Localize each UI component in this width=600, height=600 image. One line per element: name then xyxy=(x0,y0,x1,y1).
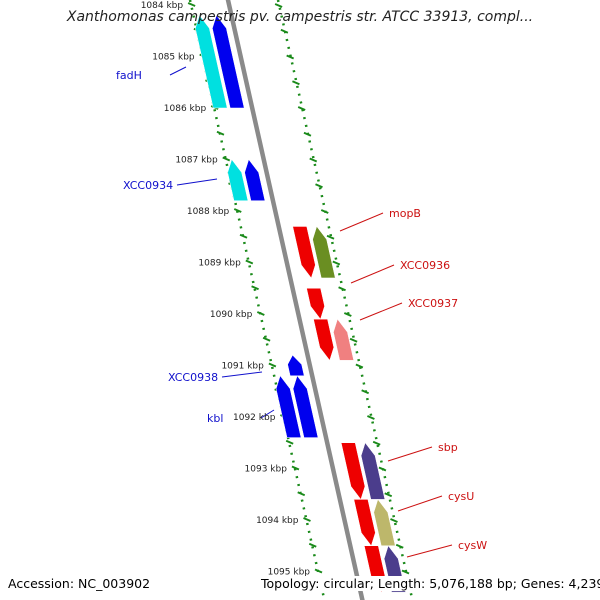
ruler-tick-right xyxy=(384,492,393,498)
gene-mopb-reverse-arrow xyxy=(292,226,316,279)
gene-xcc0938-forward-arrow xyxy=(287,354,305,377)
genome-summary-text: Topology: circular; Length: 5,076,188 bp… xyxy=(261,576,600,591)
ruler-tick-left xyxy=(187,2,196,7)
ruler-tick-right xyxy=(343,312,352,317)
gene-xcc0937-reverse-arrow xyxy=(313,318,335,361)
gene-mopb-leader-line xyxy=(339,212,384,232)
ruler-label: 1084 kbp xyxy=(141,1,184,11)
ruler-tick-left xyxy=(303,517,311,522)
ruler-tick-right xyxy=(320,209,329,214)
ruler-tick-right xyxy=(297,106,306,111)
gene-xcc0934-leader-line xyxy=(176,178,218,186)
ruler-tick-left xyxy=(216,130,225,136)
gene-sbp-partner-bar xyxy=(360,442,386,500)
gene-kbl-leader-line xyxy=(260,409,275,419)
gene-fadh-leader-line xyxy=(169,66,187,76)
gene-xcc0937-partner-bar xyxy=(333,318,355,361)
gene-xcc0936-leader-line xyxy=(350,264,395,284)
ruler-tick-left xyxy=(297,491,306,497)
gene-xcc0937-leader-line xyxy=(359,302,403,321)
map-title: Xanthomonas campestris pv. campestris st… xyxy=(66,9,534,25)
ruler-tick-left xyxy=(291,465,300,471)
gene-fadh-partner-bar xyxy=(195,14,228,109)
accession-text: Accession: NC_003902 xyxy=(8,576,151,591)
ruler-label: 1089 kbp xyxy=(198,259,241,269)
left-tick-rail xyxy=(188,0,326,600)
ruler-tick-right xyxy=(338,286,346,292)
ruler-tick-left xyxy=(256,311,265,316)
gene-xcc0934-label: XCC0934 xyxy=(123,179,173,192)
gene-xcc0937-label: XCC0937 xyxy=(408,297,458,310)
ruler-label: 1095 kbp xyxy=(268,568,311,578)
ruler-tick-right xyxy=(390,518,398,523)
ruler-tick-left xyxy=(262,336,271,342)
ruler-tick-right xyxy=(372,440,381,446)
gene-cysw-label: cysW xyxy=(458,539,487,552)
ruler-label: 1092 kbp xyxy=(233,413,276,423)
ruler-tick-right xyxy=(303,131,312,137)
ruler-label: 1091 kbp xyxy=(221,362,264,372)
ruler-tick-right xyxy=(355,363,364,369)
ruler-tick-right xyxy=(292,80,300,86)
ruler-label: 1090 kbp xyxy=(210,310,253,320)
ruler-tick-right xyxy=(315,183,323,189)
gene-mopb-partner-bar xyxy=(312,225,336,279)
ruler-label: 1086 kbp xyxy=(164,104,207,114)
gene-xcc0938-leader-line xyxy=(221,371,263,378)
ruler-tick-right xyxy=(361,389,370,395)
ruler-tick-left xyxy=(245,259,254,265)
ruler-tick-left xyxy=(314,568,323,574)
gene-xcc0938-label: XCC0938 xyxy=(168,371,218,384)
gene-fadh-forward-arrow xyxy=(212,14,245,109)
gene-sbp-reverse-arrow xyxy=(340,442,366,500)
genome-backbone-line xyxy=(225,0,365,600)
gene-kbl-partner-bar xyxy=(275,375,302,438)
right-tick-rail xyxy=(276,0,414,600)
gene-cysu-reverse-arrow xyxy=(353,499,376,547)
gene-cysw-leader-line xyxy=(406,544,453,558)
ruler-tick-right xyxy=(378,466,387,472)
ruler-tick-right xyxy=(401,569,410,575)
ruler-label: 1093 kbp xyxy=(245,465,288,475)
gene-kbl-forward-arrow xyxy=(292,375,319,438)
ruler-tick-right xyxy=(367,415,375,420)
gene-sbp-label: sbp xyxy=(438,441,458,454)
gene-xcc0934-partner-bar xyxy=(227,158,249,201)
ruler-tick-right xyxy=(395,543,404,549)
ruler-tick-right xyxy=(349,337,358,343)
ruler-tick-right xyxy=(286,54,295,60)
ruler-tick-left xyxy=(308,542,317,548)
gene-xcc0936-reverse-arrow xyxy=(306,288,325,320)
ruler-label: 1094 kbp xyxy=(256,516,299,526)
ruler-tick-right xyxy=(326,234,335,240)
gene-cysu-label: cysU xyxy=(448,490,474,503)
gene-fadh-label: fadH xyxy=(116,69,142,82)
gene-xcc0936-label: XCC0936 xyxy=(400,259,450,272)
gene-cysu-leader-line xyxy=(397,495,443,512)
ruler-label: 1087 kbp xyxy=(175,156,218,166)
ruler-tick-left xyxy=(251,285,259,291)
ruler-tick-right xyxy=(274,3,283,8)
ruler-tick-left xyxy=(268,362,277,368)
ruler-label: 1088 kbp xyxy=(187,207,230,217)
gene-mopb-label: mopB xyxy=(389,207,421,220)
ruler-tick-right xyxy=(280,28,289,34)
ruler-tick-right xyxy=(309,157,318,163)
ruler-tick-left xyxy=(222,156,231,162)
ruler-tick-left xyxy=(233,208,242,213)
ruler-tick-left xyxy=(239,233,248,239)
ruler-label: 1085 kbp xyxy=(152,53,195,63)
gene-sbp-leader-line xyxy=(387,446,433,462)
ruler-tick-right xyxy=(332,260,341,266)
ruler-tick-left xyxy=(285,439,294,445)
gene-kbl-label: kbl xyxy=(207,412,223,425)
gene-xcc0934-forward-arrow xyxy=(244,158,266,201)
gene-cysu-partner-bar xyxy=(373,498,396,546)
